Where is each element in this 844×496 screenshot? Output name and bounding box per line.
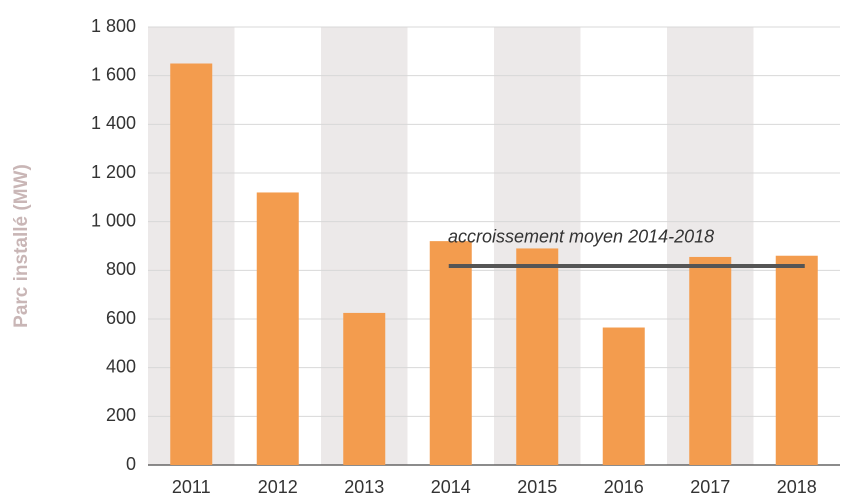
bar bbox=[343, 312, 386, 465]
y-tick-label: 1 200 bbox=[91, 162, 136, 182]
bar bbox=[256, 192, 299, 465]
y-tick-label: 1 600 bbox=[91, 64, 136, 84]
x-tick-label: 2015 bbox=[517, 477, 557, 496]
bar bbox=[775, 255, 818, 465]
x-tick-label: 2017 bbox=[690, 477, 730, 496]
annotation-text: accroissement moyen 2014-2018 bbox=[448, 227, 714, 247]
bar bbox=[170, 63, 213, 465]
bar bbox=[429, 241, 472, 465]
x-tick-label: 2011 bbox=[172, 477, 211, 496]
y-tick-label: 200 bbox=[106, 405, 136, 425]
y-tick-label: 1 400 bbox=[91, 113, 136, 133]
y-tick-label: 800 bbox=[106, 259, 136, 279]
y-tick-label: 600 bbox=[106, 308, 136, 328]
x-tick-label: 2013 bbox=[344, 477, 384, 496]
y-tick-label: 400 bbox=[106, 356, 136, 376]
x-tick-label: 2018 bbox=[777, 477, 817, 496]
bar bbox=[689, 256, 732, 465]
y-tick-label: 1 800 bbox=[91, 16, 136, 36]
bar bbox=[516, 248, 559, 465]
y-tick-label: 1 000 bbox=[91, 210, 136, 230]
x-tick-label: 2012 bbox=[258, 477, 298, 496]
x-tick-label: 2016 bbox=[604, 477, 644, 496]
y-axis-label: Parc installé (MW) bbox=[11, 164, 32, 328]
y-tick-label: 0 bbox=[126, 454, 136, 474]
bar bbox=[602, 327, 645, 465]
x-tick-label: 2014 bbox=[431, 477, 471, 496]
